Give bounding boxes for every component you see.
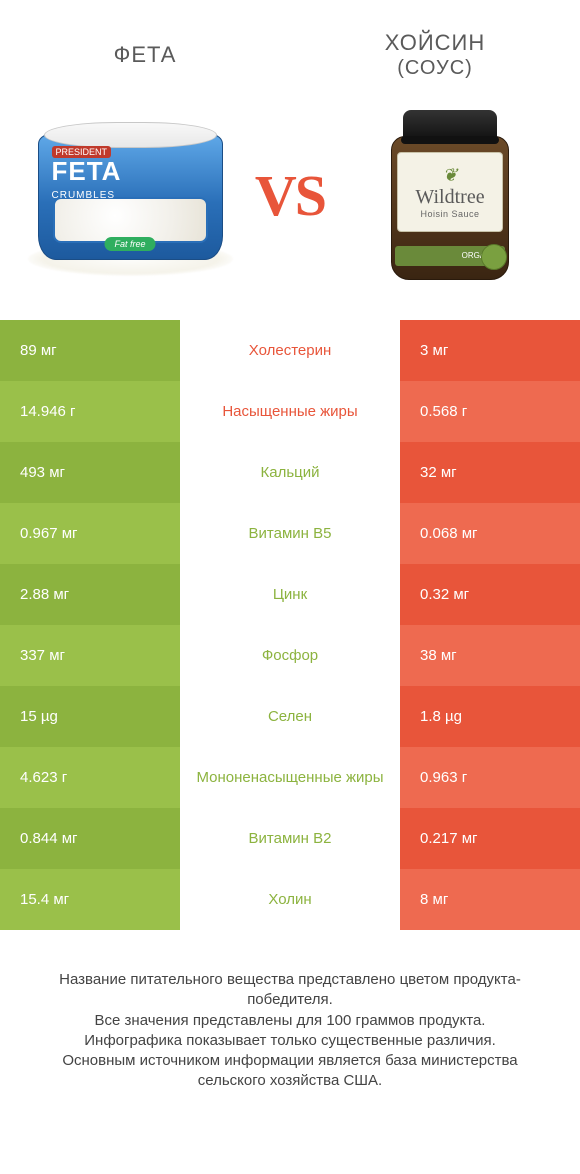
value-left: 4.623 г [0, 747, 180, 808]
product-right-image: ❦ Wildtree Hoisin Sauce ORGANIC [330, 90, 570, 300]
products-row: Fat free PRESIDENT FETA CRUMBLES VS ❦ Wi… [0, 90, 580, 320]
value-right: 0.32 мг [400, 564, 580, 625]
value-left: 0.967 мг [0, 503, 180, 564]
title-left-text: ФЕТА [0, 42, 290, 68]
feta-illustration: Fat free PRESIDENT FETA CRUMBLES [38, 120, 223, 270]
value-left: 14.946 г [0, 381, 180, 442]
value-right: 8 мг [400, 869, 580, 930]
value-right: 38 мг [400, 625, 580, 686]
nutrient-name: Кальций [180, 442, 400, 503]
hoisin-brand: Wildtree [398, 186, 502, 209]
feta-label: PRESIDENT FETA CRUMBLES [52, 142, 209, 203]
hoisin-band: ORGANIC [395, 246, 505, 266]
hoisin-sub: Hoisin Sauce [398, 209, 502, 219]
title-left: ФЕТА [0, 20, 290, 90]
footer-line-3: Инфографика показывает только существенн… [28, 1031, 552, 1051]
table-row: 15.4 мгХолин8 мг [0, 869, 580, 930]
value-right: 3 мг [400, 320, 580, 381]
hoisin-illustration: ❦ Wildtree Hoisin Sauce ORGANIC [385, 110, 515, 280]
nutrient-name: Насыщенные жиры [180, 381, 400, 442]
product-left-image: Fat free PRESIDENT FETA CRUMBLES [10, 90, 250, 300]
title-right: ХОЙСИН (СОУС) [290, 20, 580, 90]
table-row: 89 мгХолестерин3 мг [0, 320, 580, 381]
hoisin-label: ❦ Wildtree Hoisin Sauce [397, 152, 503, 232]
nutrient-name: Холестерин [180, 320, 400, 381]
footer-line-2: Все значения представлены для 100 граммо… [28, 1011, 552, 1031]
value-right: 32 мг [400, 442, 580, 503]
table-row: 0.844 мгВитамин B20.217 мг [0, 808, 580, 869]
nutrient-name: Цинк [180, 564, 400, 625]
feta-name: FETA [52, 156, 122, 186]
value-right: 1.8 µg [400, 686, 580, 747]
nutrient-name: Витамин B5 [180, 503, 400, 564]
feta-sub: CRUMBLES [52, 190, 116, 201]
nutrient-name: Селен [180, 686, 400, 747]
header: ФЕТА ХОЙСИН (СОУС) [0, 0, 580, 90]
table-row: 493 мгКальций32 мг [0, 442, 580, 503]
title-right-line1: ХОЙСИН [290, 30, 580, 56]
nutrient-name: Холин [180, 869, 400, 930]
value-left: 15 µg [0, 686, 180, 747]
value-left: 0.844 мг [0, 808, 180, 869]
value-left: 337 мг [0, 625, 180, 686]
vs-label: VS [250, 162, 330, 229]
value-left: 89 мг [0, 320, 180, 381]
value-right: 0.963 г [400, 747, 580, 808]
table-row: 14.946 гНасыщенные жиры0.568 г [0, 381, 580, 442]
nutrient-name: Витамин B2 [180, 808, 400, 869]
value-left: 2.88 мг [0, 564, 180, 625]
table-row: 0.967 мгВитамин B50.068 мг [0, 503, 580, 564]
nutrient-name: Мононенасыщенные жиры [180, 747, 400, 808]
table-row: 2.88 мгЦинк0.32 мг [0, 564, 580, 625]
table-row: 4.623 гМононенасыщенные жиры0.963 г [0, 747, 580, 808]
footer-line-4: Основным источником информации является … [28, 1051, 552, 1092]
value-left: 493 мг [0, 442, 180, 503]
value-left: 15.4 мг [0, 869, 180, 930]
nutrient-name: Фосфор [180, 625, 400, 686]
comparison-table: 89 мгХолестерин3 мг14.946 гНасыщенные жи… [0, 320, 580, 930]
value-right: 0.068 мг [400, 503, 580, 564]
footer-line-1: Название питательного вещества представл… [28, 970, 552, 1011]
title-right-line2: (СОУС) [290, 56, 580, 80]
table-row: 337 мгФосфор38 мг [0, 625, 580, 686]
value-right: 0.568 г [400, 381, 580, 442]
table-row: 15 µgСелен1.8 µg [0, 686, 580, 747]
feta-tag: Fat free [104, 237, 155, 251]
tree-icon: ❦ [398, 165, 502, 186]
value-right: 0.217 мг [400, 808, 580, 869]
footer-notes: Название питательного вещества представл… [0, 930, 580, 1092]
